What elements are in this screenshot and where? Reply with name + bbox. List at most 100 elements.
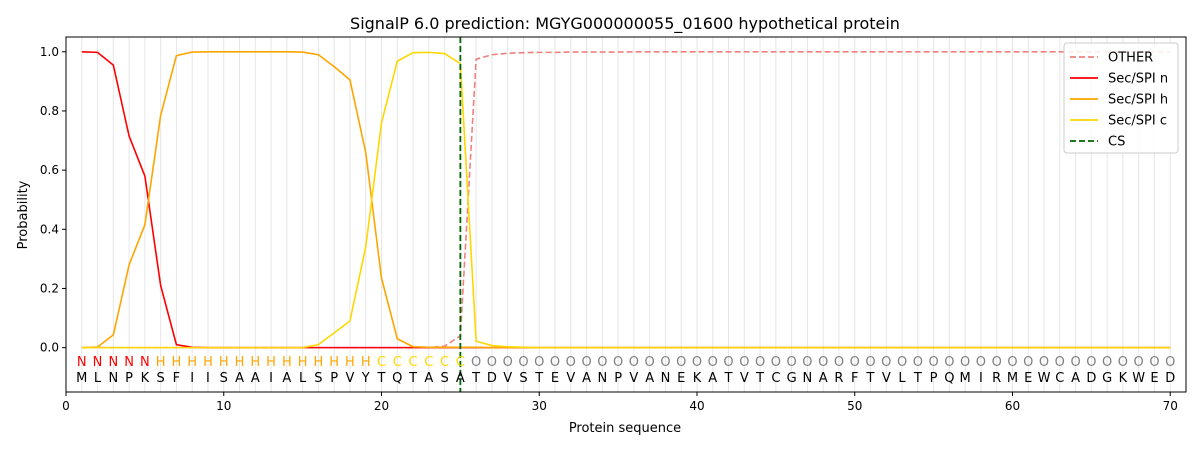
region-label: O [739,355,749,370]
residue-label: V [740,371,749,386]
region-label: C [377,355,386,370]
residue-label: I [206,371,210,386]
region-label: O [1086,355,1096,370]
region-label: O [708,355,718,370]
residue-label: A [235,371,244,386]
residue-label: N [108,371,118,386]
residue-label: A [819,371,828,386]
grid-lines [81,37,1171,392]
region-label: O [676,355,686,370]
legend-label: Sec/SPI n [1108,72,1168,87]
residue-label: S [157,371,165,386]
residue-label: Q [944,371,954,386]
residue-label: P [330,371,338,386]
region-label: N [140,355,150,370]
residue-label: C [1055,371,1064,386]
residue-label: I [979,371,983,386]
region-label: H [172,355,182,370]
residue-label: E [551,371,559,386]
residue-label: D [487,371,497,386]
residue-label: A [1071,371,1080,386]
y-tick-label: 1.0 [40,45,59,59]
residue-label: T [377,371,386,386]
region-label: O [818,355,828,370]
residue-label: Q [392,371,402,386]
region-label: O [944,355,954,370]
region-label: N [108,355,118,370]
region-label: H [282,355,292,370]
region-label: O [787,355,797,370]
residue-label: N [803,371,813,386]
residue-label: A [708,371,717,386]
region-label: O [503,355,513,370]
region-label: O [566,355,576,370]
residue-label: V [566,371,575,386]
region-label: O [1055,355,1065,370]
region-label: H [250,355,260,370]
region-label: O [629,355,639,370]
region-label: C [409,355,418,370]
residue-label: L [898,371,906,386]
x-tick-label: 0 [62,399,70,413]
residue-label: E [1024,371,1032,386]
sequence-labels: NMNLNNNPNKHSHFHIHIHSHAHAHIHAHLHSHPHVHYCT… [76,355,1175,386]
region-label: H [187,355,197,370]
region-label: O [723,355,733,370]
residue-label: I [190,371,194,386]
residue-label: T [534,371,543,386]
residue-label: K [141,371,150,386]
residue-label: T [866,371,875,386]
region-label: C [424,355,433,370]
residue-label: P [614,371,622,386]
region-label: O [755,355,765,370]
region-label: O [613,355,623,370]
residue-label: V [503,371,512,386]
region-label: O [1134,355,1144,370]
legend-label: CS [1108,135,1125,150]
region-label: O [1023,355,1033,370]
region-label: O [1118,355,1128,370]
region-label: O [1149,355,1159,370]
region-label: O [471,355,481,370]
residue-label: A [251,371,260,386]
residue-label: M [960,371,971,386]
region-label: O [518,355,528,370]
residue-label: A [424,371,433,386]
residue-label: S [220,371,228,386]
residue-label: P [125,371,133,386]
region-label: N [124,355,134,370]
y-tick-label: 0.0 [40,341,59,355]
residue-label: A [282,371,291,386]
plot-frame [65,36,1187,393]
region-label: O [913,355,923,370]
residue-label: T [471,371,480,386]
residue-label: F [851,371,858,386]
residue-label: E [1150,371,1158,386]
residue-label: L [94,371,102,386]
region-label: O [645,355,655,370]
legend-box [1063,42,1179,154]
region-label: H [361,355,371,370]
region-label: O [692,355,702,370]
region-label: O [1165,355,1175,370]
legend-label: Sec/SPI c [1108,114,1167,129]
region-label: C [456,355,465,370]
region-label: O [1102,355,1112,370]
residue-label: S [519,371,527,386]
region-label: O [660,355,670,370]
y-axis-label: Probability [16,180,31,249]
x-tick-label: 70 [1163,399,1178,413]
region-label: O [850,355,860,370]
region-label: C [440,355,449,370]
residue-label: Y [361,371,370,386]
residue-label: S [440,371,448,386]
region-label: H [266,355,276,370]
residue-label: D [1086,371,1096,386]
region-label: O [865,355,875,370]
x-tick-label: 30 [532,399,547,413]
region-label: O [487,355,497,370]
residue-label: C [771,371,780,386]
residue-label: G [1102,371,1112,386]
